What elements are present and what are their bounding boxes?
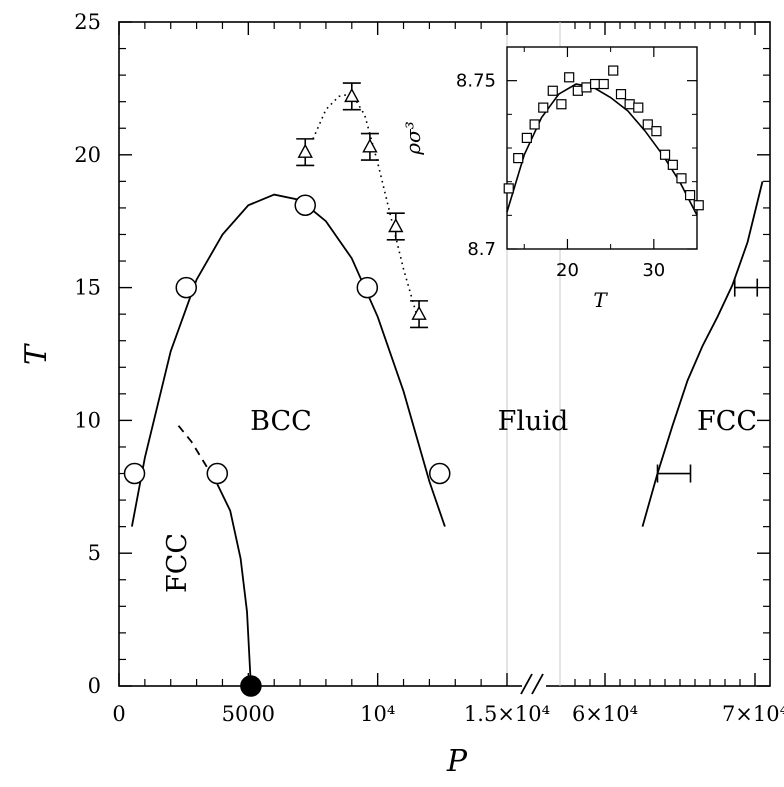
inset-data-point-square (581, 82, 592, 93)
inset-data-point-square (513, 153, 524, 164)
y-tick-label: 20 (74, 143, 101, 167)
data-point-circle (206, 462, 229, 485)
inset-data-point-square (503, 183, 514, 194)
solid-curve (131, 193, 446, 527)
axis-break-slash (520, 673, 533, 695)
data-point-circle (428, 462, 451, 485)
inset-data-point-square (659, 149, 671, 160)
inset-y-tick-labels: 8.75 8.7 (456, 71, 496, 260)
inset-data-point-square (529, 119, 540, 130)
data-point-triangle (362, 138, 378, 153)
y-tick-label: 15 (74, 276, 101, 300)
inset-data-point-square (642, 119, 653, 130)
inset-y-tick-label: 8.7 (467, 239, 496, 260)
inset-markers (503, 65, 704, 211)
inset-data-point-square (684, 190, 696, 201)
inset-x-tick-label: 30 (642, 260, 665, 281)
solid-curve (641, 181, 764, 527)
inset-axis-ticks (507, 47, 698, 250)
inset-plot: 20 30 8.758.7 T ρσ³ (401, 46, 704, 312)
y-tick-label: 0 (88, 674, 101, 698)
x-tick-label: 5000 (222, 702, 275, 726)
data-point-circle (294, 194, 316, 217)
x-tick-label: 10⁴ (360, 702, 395, 726)
inset-data-point-square (564, 72, 575, 83)
y-tick-label: 25 (74, 10, 101, 34)
inset-data-point-square (521, 132, 532, 143)
inset-data-point-square (633, 102, 644, 113)
phase-label-bcc: BCC (250, 406, 312, 437)
solid-curve (216, 483, 252, 687)
y-tick-label: 5 (88, 541, 101, 565)
inset-data-point-square (693, 200, 704, 211)
y-tick-labels: 0 5 10 15 20 25 (74, 10, 101, 698)
phase-label-fcc-right: FCC (697, 406, 757, 437)
inset-data-point-square (651, 126, 662, 137)
x-tick-label: 0 (112, 702, 125, 726)
axis-ticks (118, 21, 770, 687)
inset-y-axis-title: ρσ³ (401, 121, 425, 155)
inset-data-point-square (615, 89, 627, 100)
inset-data-point-square (547, 85, 558, 96)
inset-data-point-square (556, 99, 567, 110)
inset-x-axis-title: T (593, 288, 608, 312)
inset-x-tick-label: 20 (556, 260, 579, 281)
inset-data-point-square (624, 99, 635, 110)
inset-y-tick-label: 8.75 (456, 71, 496, 92)
data-point-filled-circle (240, 675, 262, 697)
x-tick-label: 1.5×10⁴ (464, 702, 550, 726)
inset-x-tick-labels: 20 30 (556, 260, 665, 281)
inset-data-point-square (598, 78, 609, 90)
data-point-circle (175, 276, 198, 299)
data-point-circle (356, 276, 379, 299)
data-point-triangle (388, 218, 404, 233)
plot-frame (118, 21, 771, 687)
inset-data-point-square (572, 85, 583, 96)
main-plot: 0 5000 10⁴ 1.5×10⁴ 6×10⁴ 7×10⁴ 0 5 10 15 20 25 P T… (19, 10, 784, 779)
y-axis-title: T (19, 343, 54, 365)
y-tick-label: 10 (74, 408, 101, 432)
curves (131, 92, 764, 687)
data-point-triangle (344, 87, 360, 103)
data-point-triangle (297, 143, 313, 158)
axis-break-slash (531, 673, 544, 695)
data-point-triangle (411, 305, 427, 320)
x-axis-title: P (446, 744, 468, 779)
inset-frame (506, 46, 698, 250)
inset-data-point-square (589, 78, 601, 90)
markers (123, 82, 759, 697)
inset-data-point-square (538, 102, 549, 113)
x-tick-label: 7×10⁴ (722, 702, 784, 726)
x-tick-labels: 0 5000 10⁴ 1.5×10⁴ 6×10⁴ 7×10⁴ (112, 702, 784, 726)
x-tick-label: 6×10⁴ (572, 702, 638, 726)
phase-label-fcc-left: FCC (162, 533, 193, 593)
axis-break (520, 673, 546, 695)
inset-data-point-square (667, 159, 678, 170)
phase-label-fluid: Fluid (498, 406, 569, 437)
inset-data-point-square (608, 65, 619, 76)
inset-data-point-square (676, 173, 687, 184)
data-point-circle (123, 462, 146, 485)
